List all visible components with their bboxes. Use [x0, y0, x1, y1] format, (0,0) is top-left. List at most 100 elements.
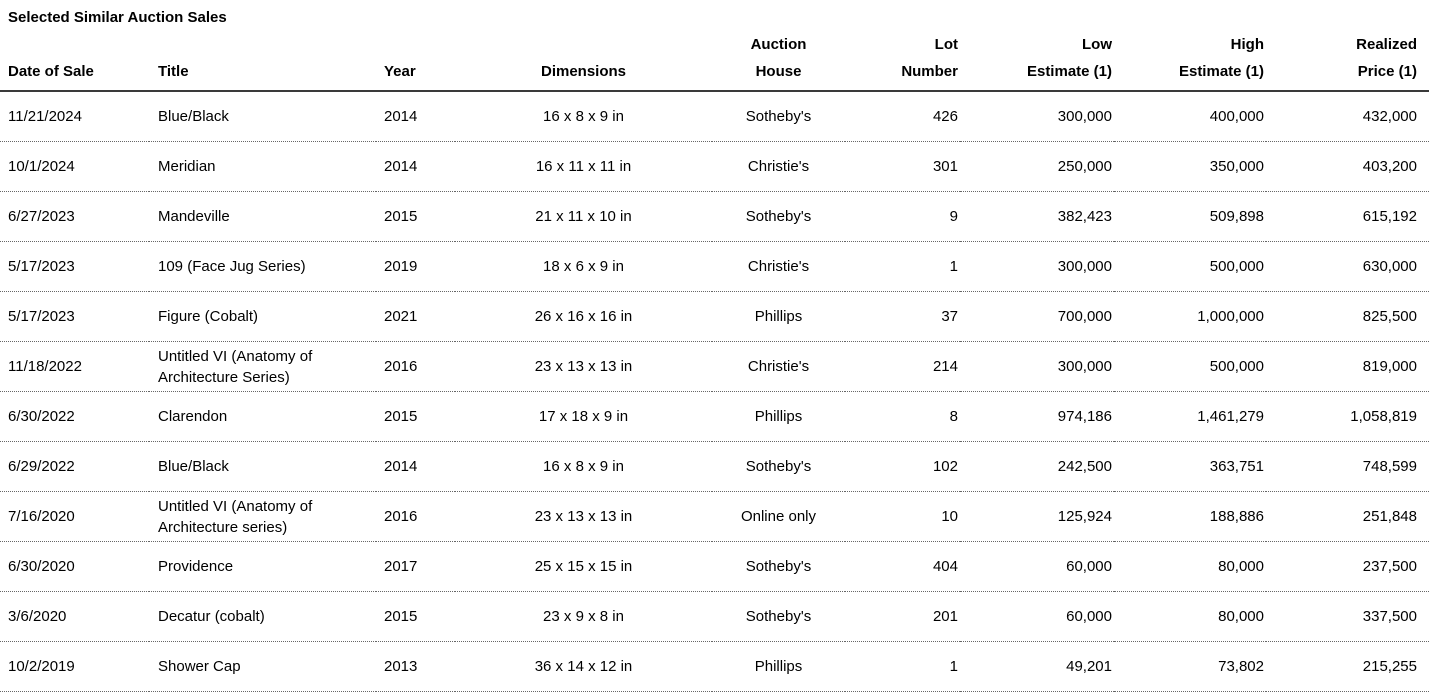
- cell-date: 10/2/2019: [0, 641, 149, 692]
- column-header-high: High Estimate (1): [1114, 28, 1266, 92]
- cell-dimensions: 26 x 16 x 16 in: [455, 291, 712, 342]
- cell-realized: 615,192: [1266, 191, 1429, 242]
- cell-lot: 9: [845, 191, 960, 242]
- cell-realized: 237,500: [1266, 541, 1429, 592]
- cell-lot: 10: [845, 491, 960, 542]
- table-row: 11/21/2024 Blue/Black 2014 16 x 8 x 9 in Sot…: [0, 91, 1429, 142]
- cell-high: 500,000: [1114, 241, 1266, 292]
- cell-title: 109 (Face Jug Series): [149, 241, 376, 292]
- table-row: 6/29/2022 Blue/Black 2014 16 x 8 x 9 in Soth…: [0, 441, 1429, 492]
- cell-year: 2015: [376, 191, 455, 242]
- cell-year: 2019: [376, 241, 455, 292]
- cell-year: 2016: [376, 341, 455, 392]
- cell-dimensions: 16 x 11 x 11 in: [455, 141, 712, 192]
- cell-dimensions: 21 x 11 x 10 in: [455, 191, 712, 242]
- cell-high: 188,886: [1114, 491, 1266, 542]
- cell-date: 11/21/2024: [0, 91, 149, 142]
- cell-house: Sotheby's: [712, 441, 845, 492]
- cell-dimensions: 16 x 8 x 9 in: [455, 91, 712, 142]
- cell-year: 2014: [376, 91, 455, 142]
- cell-title: Untitled VI (Anatomy of Architecture ser…: [149, 491, 376, 542]
- cell-lot: 8: [845, 391, 960, 442]
- cell-low: 300,000: [960, 341, 1114, 392]
- table-row: 11/18/2022 Untitled VI (Anatomy of Archit…: [0, 341, 1429, 392]
- table-row: 6/27/2023 Mandeville 2015 21 x 11 x 10 in So…: [0, 191, 1429, 242]
- cell-year: 2013: [376, 641, 455, 692]
- cell-dimensions: 23 x 9 x 8 in: [455, 591, 712, 642]
- cell-realized: 432,000: [1266, 91, 1429, 142]
- cell-title: Providence: [149, 541, 376, 592]
- cell-title: Untitled VI (Anatomy of Architecture Ser…: [149, 341, 376, 392]
- cell-house: Phillips: [712, 641, 845, 692]
- cell-realized: 819,000: [1266, 341, 1429, 392]
- column-header-date: Date of Sale: [0, 28, 149, 92]
- column-header-realized: Realized Price (1): [1266, 28, 1429, 92]
- cell-title: Blue/Black: [149, 441, 376, 492]
- cell-low: 250,000: [960, 141, 1114, 192]
- column-header-house: Auction House: [712, 28, 845, 92]
- cell-dimensions: 36 x 14 x 12 in: [455, 641, 712, 692]
- cell-date: 6/27/2023: [0, 191, 149, 242]
- cell-date: 5/17/2023: [0, 291, 149, 342]
- cell-year: 2014: [376, 441, 455, 492]
- cell-date: 6/29/2022: [0, 441, 149, 492]
- cell-realized: 748,599: [1266, 441, 1429, 492]
- table-row: 10/2/2019 Shower Cap 2013 36 x 14 x 12 in Ph…: [0, 641, 1429, 692]
- cell-lot: 301: [845, 141, 960, 192]
- column-header-dimensions: Dimensions: [455, 28, 712, 92]
- cell-title: Shower Cap: [149, 641, 376, 692]
- cell-year: 2015: [376, 591, 455, 642]
- cell-lot: 404: [845, 541, 960, 592]
- cell-realized: 403,200: [1266, 141, 1429, 192]
- cell-year: 2016: [376, 491, 455, 542]
- cell-year: 2014: [376, 141, 455, 192]
- cell-lot: 102: [845, 441, 960, 492]
- cell-low: 700,000: [960, 291, 1114, 342]
- page-title: Selected Similar Auction Sales: [8, 9, 227, 26]
- table-row: 6/30/2020 Providence 2017 25 x 15 x 15 in So…: [0, 541, 1429, 592]
- cell-low: 60,000: [960, 591, 1114, 642]
- cell-house: Online only: [712, 491, 845, 542]
- cell-date: 6/30/2022: [0, 391, 149, 442]
- cell-house: Sotheby's: [712, 191, 845, 242]
- cell-low: 382,423: [960, 191, 1114, 242]
- column-header-title: Title: [149, 28, 376, 92]
- cell-date: 3/6/2020: [0, 591, 149, 642]
- cell-low: 300,000: [960, 241, 1114, 292]
- cell-lot: 201: [845, 591, 960, 642]
- cell-dimensions: 16 x 8 x 9 in: [455, 441, 712, 492]
- cell-low: 300,000: [960, 91, 1114, 142]
- cell-realized: 337,500: [1266, 591, 1429, 642]
- cell-title: Clarendon: [149, 391, 376, 442]
- cell-date: 5/17/2023: [0, 241, 149, 292]
- cell-dimensions: 23 x 13 x 13 in: [455, 341, 712, 392]
- cell-house: Sotheby's: [712, 591, 845, 642]
- cell-low: 125,924: [960, 491, 1114, 542]
- cell-date: 7/16/2020: [0, 491, 149, 542]
- cell-year: 2015: [376, 391, 455, 442]
- cell-low: 49,201: [960, 641, 1114, 692]
- column-header-year: Year: [376, 28, 455, 92]
- cell-year: 2021: [376, 291, 455, 342]
- cell-high: 350,000: [1114, 141, 1266, 192]
- auction-sales-table: Date of Sale Title Year Dimensions Auction H…: [0, 28, 1429, 692]
- cell-lot: 1: [845, 241, 960, 292]
- cell-realized: 825,500: [1266, 291, 1429, 342]
- table-row: 5/17/2023 Figure (Cobalt) 2021 26 x 16 x 16…: [0, 291, 1429, 342]
- cell-house: Phillips: [712, 291, 845, 342]
- cell-high: 80,000: [1114, 591, 1266, 642]
- table-row: 10/1/2024 Meridian 2014 16 x 11 x 11 in Chri…: [0, 141, 1429, 192]
- cell-title: Blue/Black: [149, 91, 376, 142]
- cell-house: Christie's: [712, 241, 845, 292]
- cell-dimensions: 17 x 18 x 9 in: [455, 391, 712, 442]
- cell-lot: 426: [845, 91, 960, 142]
- cell-realized: 630,000: [1266, 241, 1429, 292]
- cell-low: 242,500: [960, 441, 1114, 492]
- cell-date: 11/18/2022: [0, 341, 149, 392]
- cell-title: Figure (Cobalt): [149, 291, 376, 342]
- cell-dimensions: 23 x 13 x 13 in: [455, 491, 712, 542]
- cell-house: Christie's: [712, 341, 845, 392]
- cell-high: 500,000: [1114, 341, 1266, 392]
- cell-high: 509,898: [1114, 191, 1266, 242]
